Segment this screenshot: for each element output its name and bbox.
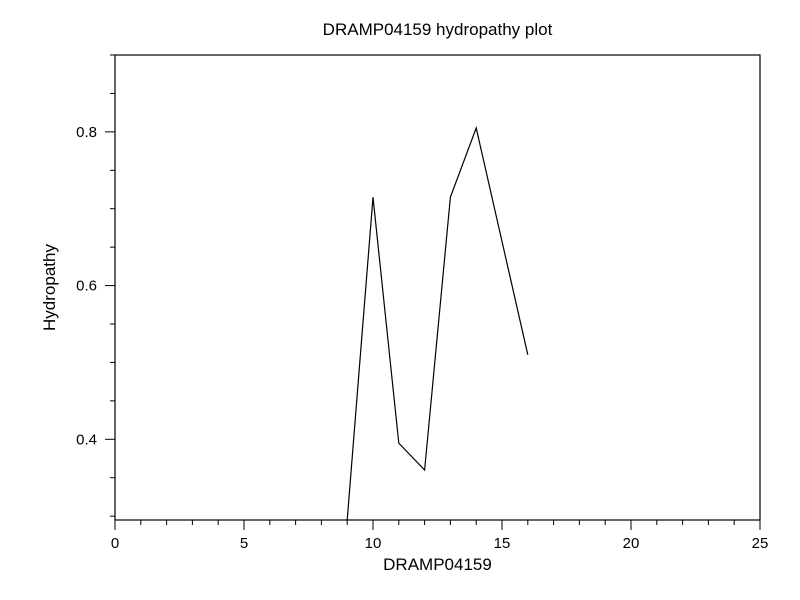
hydropathy-chart: 0 5 10 15 20 25 0.4 0.6 0.8 DRAMP04159 hydropathy… [0, 0, 800, 600]
svg-text:Hydropathy: Hydropathy [40, 244, 59, 331]
svg-text:0.6: 0.6 [76, 278, 97, 295]
svg-text:10: 10 [365, 535, 382, 552]
svg-text:5: 5 [240, 535, 248, 552]
svg-text:0.4: 0.4 [76, 431, 97, 448]
svg-text:DRAMP04159: DRAMP04159 [383, 555, 492, 574]
svg-text:25: 25 [752, 535, 769, 552]
svg-text:20: 20 [623, 535, 640, 552]
svg-text:15: 15 [494, 535, 511, 552]
svg-text:0.8: 0.8 [76, 124, 97, 141]
svg-text:DRAMP04159 hydropathy plot: DRAMP04159 hydropathy plot [323, 20, 553, 39]
chart-svg: 0 5 10 15 20 25 0.4 0.6 0.8 DRAMP04159 hydropathy… [0, 0, 800, 600]
svg-text:0: 0 [111, 535, 119, 552]
